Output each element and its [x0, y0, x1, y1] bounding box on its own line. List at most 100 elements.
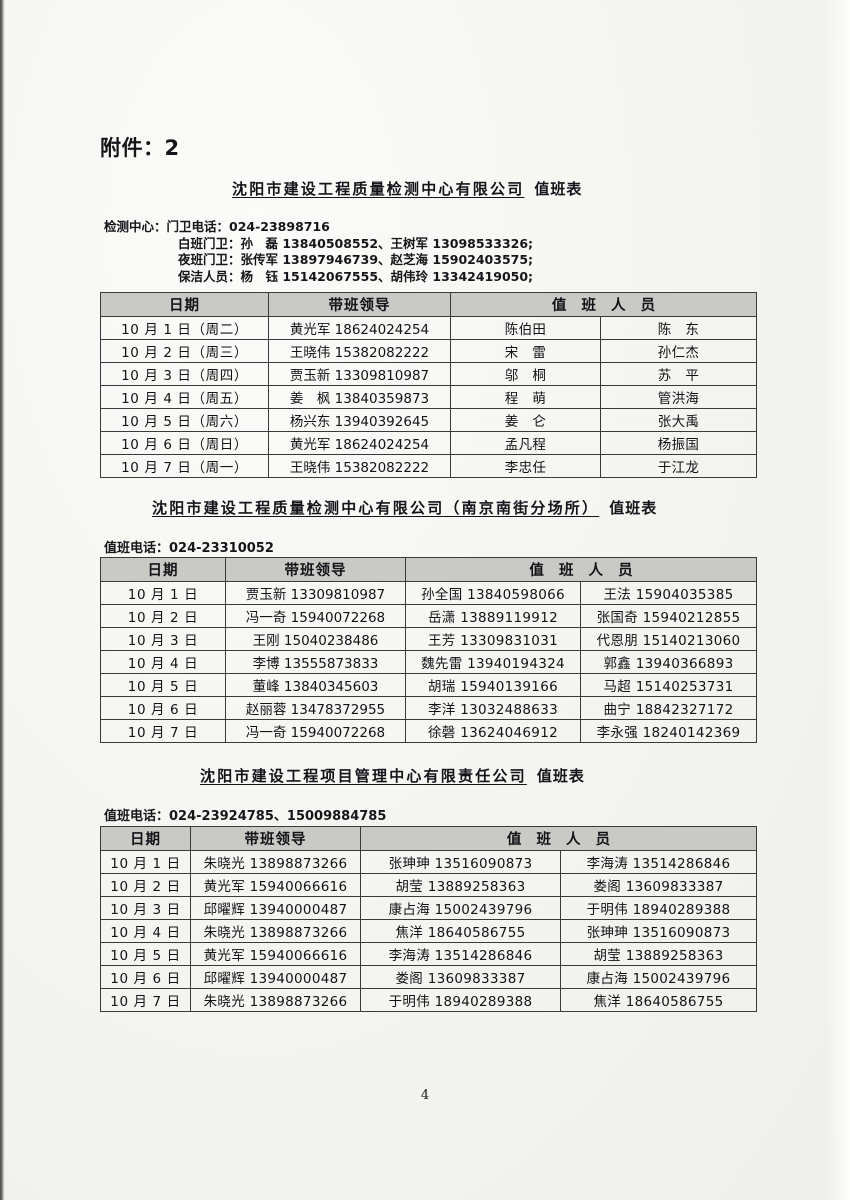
cell-staff-1: 娄阁 13609833387	[360, 965, 561, 989]
table-row: 10 月 4 日 朱晓光 13898873266 焦洋 18640586755 …	[100, 919, 757, 943]
section-3-company-name: 沈阳市建设工程项目管理中心有限责任公司	[200, 767, 527, 785]
cell-date: 10 月 2 日	[100, 604, 226, 628]
column-header-date: 日期	[100, 826, 191, 851]
duty-phone-nanjing-south-street: 值班电话：024-23310052	[104, 541, 274, 556]
cell-date: 10 月 6 日	[100, 965, 191, 989]
column-header-leader: 带班领导	[225, 557, 406, 582]
cell-leader: 邱曜辉 13940000487	[190, 965, 361, 989]
cell-leader: 王刚 15040238486	[225, 627, 406, 651]
table-row: 10 月 1 日 贾玉新 13309810987 孙全国 13840598066…	[100, 581, 757, 605]
night-shift-guard-line: 夜班门卫：张传军 13897946739、赵芝海 15902403575;	[178, 252, 534, 267]
section-title-project-management-center: 沈阳市建设工程项目管理中心有限责任公司 值班表	[200, 765, 585, 786]
column-header-date: 日期	[100, 557, 226, 582]
cell-leader: 杨兴东 13940392645	[268, 408, 451, 432]
cell-staff-1: 李忠任	[450, 454, 601, 478]
cell-staff-2: 胡莹 13889258363	[560, 942, 757, 966]
cell-staff-1: 孙全国 13840598066	[405, 581, 581, 605]
cell-leader: 李博 13555873833	[225, 650, 406, 674]
cell-staff-1: 胡瑞 15940139166	[405, 673, 581, 697]
cleaning-staff-line: 保洁人员：杨 钰 15142067555、胡伟玲 13342419050;	[178, 268, 534, 284]
cell-staff-1: 焦洋 18640586755	[360, 919, 561, 943]
cell-leader: 王晓伟 15382082222	[268, 454, 451, 478]
cell-staff-1: 李洋 13032488633	[405, 696, 581, 720]
cell-leader: 朱晓光 13898873266	[190, 919, 361, 943]
column-header-staff: 值 班 人 员	[405, 557, 757, 582]
cell-date: 10 月 7 日	[100, 719, 226, 743]
table-row: 10 月 2 日（周三） 王晓伟 15382082222 宋 雷 孙仁杰	[100, 339, 757, 363]
column-header-date: 日期	[100, 292, 269, 317]
cell-staff-2: 杨振国	[600, 431, 757, 455]
column-header-leader: 带班领导	[268, 292, 451, 317]
cell-staff-2: 康占海 15002439796	[560, 965, 757, 989]
cell-staff-2: 于明伟 18940289388	[560, 896, 757, 920]
cell-date: 10 月 4 日	[100, 650, 226, 674]
cell-staff-1: 康占海 15002439796	[360, 896, 561, 920]
table-row: 10 月 2 日 冯一奇 15940072268 岳潇 13889119912 …	[100, 604, 757, 628]
cell-date: 10 月 4 日（周五）	[100, 385, 269, 409]
duty-table-project-management-center: 日期 带班领导 值 班 人 员 10 月 1 日 朱晓光 13898873266…	[100, 826, 757, 1012]
cell-leader: 朱晓光 13898873266	[190, 850, 361, 874]
table-header-row: 日期 带班领导 值 班 人 员	[100, 557, 757, 582]
cell-leader: 贾玉新 13309810987	[268, 362, 451, 386]
cell-staff-1: 胡莹 13889258363	[360, 873, 561, 897]
section-title-quality-testing-center: 沈阳市建设工程质量检测中心有限公司 值班表	[232, 178, 582, 199]
table-row: 10 月 4 日（周五） 姜 枫 13840359873 程 萌 管洪海	[100, 385, 757, 409]
cell-date: 10 月 5 日	[100, 942, 191, 966]
cell-leader: 冯一奇 15940072268	[225, 604, 406, 628]
cell-date: 10 月 6 日（周日）	[100, 431, 269, 455]
column-header-leader: 带班领导	[190, 826, 361, 851]
day-shift-guard-line: 白班门卫：孙 磊 13840508552、王树军 13098533326;	[178, 235, 534, 251]
table-row: 10 月 7 日 朱晓光 13898873266 于明伟 18940289388…	[100, 988, 757, 1012]
cell-date: 10 月 7 日	[100, 988, 191, 1012]
cell-leader: 董峰 13840345603	[225, 673, 406, 697]
table-row: 10 月 7 日 冯一奇 15940072268 徐磬 13624046912 …	[100, 719, 757, 743]
table-row: 10 月 5 日 董峰 13840345603 胡瑞 15940139166 马…	[100, 673, 757, 697]
column-header-staff: 值 班 人 员	[450, 292, 757, 317]
cell-staff-2: 于江龙	[600, 454, 757, 478]
cell-staff-1: 魏先雷 13940194324	[405, 650, 581, 674]
cell-leader: 王晓伟 15382082222	[268, 339, 451, 363]
table-row: 10 月 5 日 黄光军 15940066616 李海涛 13514286846…	[100, 942, 757, 966]
cell-staff-2: 焦洋 18640586755	[560, 988, 757, 1012]
cell-staff-2: 张大禹	[600, 408, 757, 432]
cell-staff-2: 代恩朋 15140213060	[580, 627, 757, 651]
cell-staff-1: 岳潇 13889119912	[405, 604, 581, 628]
cell-staff-2: 孙仁杰	[600, 339, 757, 363]
cell-leader: 黄光军 18624024254	[268, 431, 451, 455]
cell-date: 10 月 3 日（周四）	[100, 362, 269, 386]
table-row: 10 月 7 日（周一） 王晓伟 15382082222 李忠任 于江龙	[100, 454, 757, 478]
cell-leader: 贾玉新 13309810987	[225, 581, 406, 605]
cell-staff-2: 苏 平	[600, 362, 757, 386]
cell-staff-2: 张珅珅 13516090873	[560, 919, 757, 943]
section-2-title-suffix: 值班表	[609, 499, 658, 517]
duty-table-quality-testing-center: 日期 带班领导 值 班 人 员 10 月 1 日（周二） 黄光军 1862402…	[100, 292, 757, 478]
duty-phone-project-management-center: 值班电话：024-23924785、15009884785	[104, 809, 387, 824]
cell-leader: 黄光军 15940066616	[190, 942, 361, 966]
cell-leader: 朱晓光 13898873266	[190, 988, 361, 1012]
section-1-title-suffix: 值班表	[534, 180, 583, 198]
cell-date: 10 月 1 日（周二）	[100, 316, 269, 340]
cell-staff-2: 郭鑫 13940366893	[580, 650, 757, 674]
table-header-row: 日期 带班领导 值 班 人 员	[100, 292, 757, 317]
page-number: 4	[420, 1088, 430, 1103]
cell-date: 10 月 7 日（周一）	[100, 454, 269, 478]
cell-leader: 黄光军 15940066616	[190, 873, 361, 897]
section-3-title-suffix: 值班表	[536, 767, 585, 785]
cell-staff-2: 张国奇 15940212855	[580, 604, 757, 628]
cell-leader: 姜 枫 13840359873	[268, 385, 451, 409]
cell-staff-1: 张珅珅 13516090873	[360, 850, 561, 874]
cell-date: 10 月 5 日	[100, 673, 226, 697]
column-header-staff: 值 班 人 员	[360, 826, 757, 851]
table-row: 10 月 1 日 朱晓光 13898873266 张珅珅 13516090873…	[100, 850, 757, 874]
table-row: 10 月 3 日（周四） 贾玉新 13309810987 邬 桐 苏 平	[100, 362, 757, 386]
cell-staff-2: 曲宁 18842327172	[580, 696, 757, 720]
cell-staff-1: 于明伟 18940289388	[360, 988, 561, 1012]
gate-phone-line: 检测中心：门卫电话：024-23898716	[104, 219, 330, 234]
cell-date: 10 月 1 日	[100, 850, 191, 874]
cell-staff-1: 王芳 13309831031	[405, 627, 581, 651]
cell-date: 10 月 4 日	[100, 919, 191, 943]
table-header-row: 日期 带班领导 值 班 人 员	[100, 826, 757, 851]
cell-leader: 黄光军 18624024254	[268, 316, 451, 340]
cell-date: 10 月 6 日	[100, 696, 226, 720]
